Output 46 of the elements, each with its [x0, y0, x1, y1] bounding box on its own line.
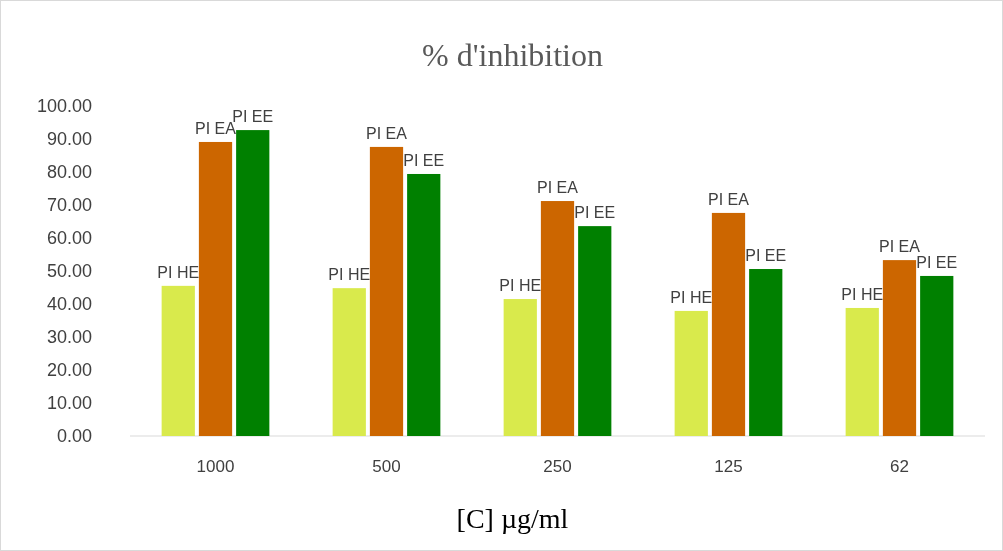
y-tick-label: 90.00: [46, 129, 92, 150]
y-tick-label: 60.00: [46, 228, 92, 249]
text: PI HE: [499, 277, 542, 295]
text: PI HE: [841, 285, 884, 303]
text: PI EE: [745, 247, 787, 265]
x-tick-label: 125: [714, 457, 743, 476]
text: PI HE: [670, 288, 713, 306]
y-tick-label: 0.00: [56, 426, 92, 447]
series-label: PI HE: [157, 263, 200, 281]
bar: [369, 146, 404, 436]
chart-title: % d'inhibition: [422, 37, 603, 73]
y-tick-label: 30.00: [46, 327, 92, 348]
bar: [749, 269, 783, 436]
bar: [236, 130, 270, 436]
y-tick-label: 10.00: [46, 393, 92, 414]
text: PI EE: [916, 253, 958, 271]
bar: [578, 226, 612, 436]
text: PI EA: [708, 190, 749, 208]
text: PI EE: [574, 204, 616, 222]
bar: [674, 310, 708, 436]
y-tick-label: 70.00: [46, 195, 92, 216]
x-axis-title: [C] µg/ml: [456, 503, 569, 534]
bar: [711, 212, 746, 436]
x-tick-label: 62: [890, 457, 909, 476]
text: PI EA: [879, 238, 920, 256]
bar: [920, 275, 954, 436]
bar: [845, 307, 879, 436]
text: PI HE: [328, 266, 371, 284]
bar: [161, 285, 195, 436]
bar: [407, 173, 441, 436]
bar: [882, 260, 917, 436]
text: PI EE: [403, 151, 445, 169]
x-tick-label: 250: [543, 457, 572, 476]
y-tick-label: 40.00: [46, 294, 92, 315]
y-tick-label: 100.00: [36, 96, 92, 117]
series-label: PI EA: [366, 124, 408, 142]
x-tick-label: 500: [372, 457, 401, 476]
bar: [332, 288, 366, 436]
x-tick-label: 1000: [196, 457, 235, 476]
text: PI EA: [537, 179, 578, 197]
bar: [503, 299, 537, 436]
y-tick-label: 50.00: [46, 261, 92, 282]
bar: [540, 201, 575, 436]
y-tick-label: 80.00: [46, 162, 92, 183]
y-tick-label: 20.00: [46, 360, 92, 381]
bar: [198, 141, 233, 436]
